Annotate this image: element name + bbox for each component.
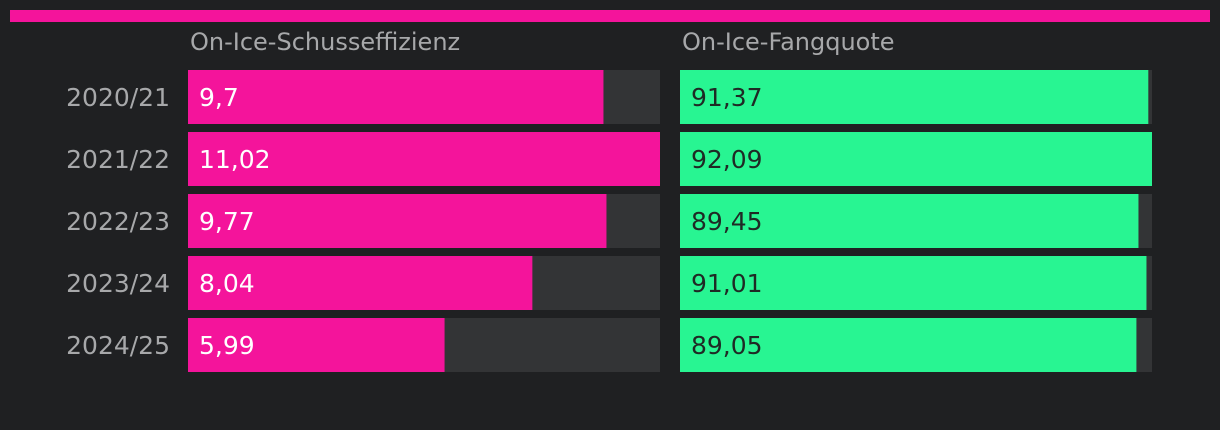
category-label: 2024/25 <box>66 331 170 360</box>
value-label: 8,04 <box>199 269 255 298</box>
bar <box>188 132 660 186</box>
value-label: 11,02 <box>199 145 271 174</box>
bar <box>188 194 607 248</box>
value-label: 5,99 <box>199 331 255 360</box>
category-label: 2022/23 <box>66 207 170 236</box>
bar <box>680 256 1147 310</box>
value-label: 89,05 <box>691 331 763 360</box>
bar <box>680 194 1139 248</box>
bar <box>188 256 533 310</box>
value-label: 92,09 <box>691 145 763 174</box>
value-label: 9,7 <box>199 83 239 112</box>
bar <box>680 318 1137 372</box>
bar <box>188 70 604 124</box>
value-label: 89,45 <box>691 207 763 236</box>
value-label: 91,37 <box>691 83 763 112</box>
category-label: 2023/24 <box>66 269 170 298</box>
category-label: 2021/22 <box>66 145 170 174</box>
category-label: 2020/21 <box>66 83 170 112</box>
bar <box>680 132 1152 186</box>
bar <box>680 70 1149 124</box>
panel-title: On-Ice-Fangquote <box>682 28 895 56</box>
bar <box>188 318 445 372</box>
value-label: 91,01 <box>691 269 763 298</box>
panel-title: On-Ice-Schusseffizienz <box>190 28 460 56</box>
value-label: 9,77 <box>199 207 255 236</box>
top-accent-rule <box>10 10 1210 22</box>
